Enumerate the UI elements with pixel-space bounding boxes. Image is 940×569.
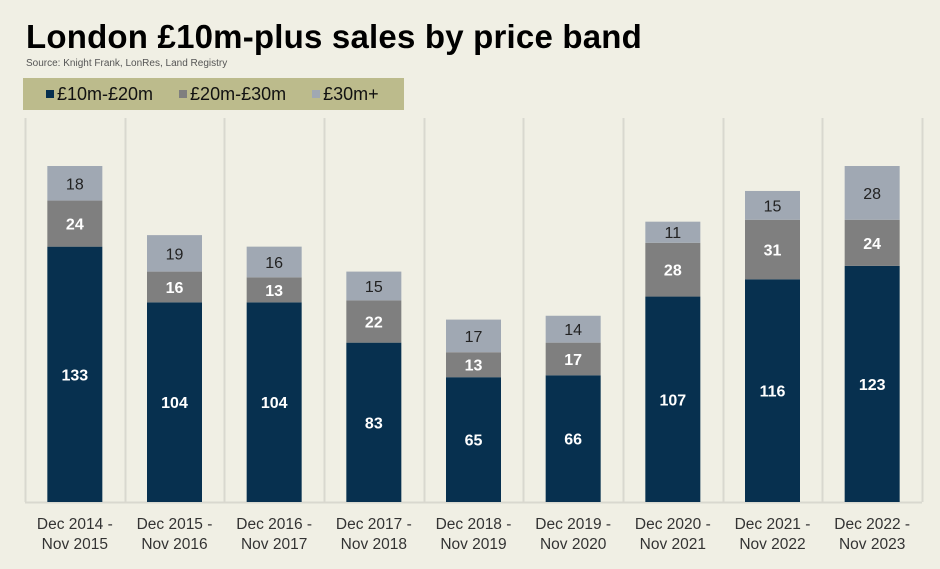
bar-segment xyxy=(446,377,501,502)
bar-segment xyxy=(246,302,302,502)
data-label: 18 xyxy=(66,176,84,193)
data-label: 65 xyxy=(465,433,483,450)
x-tick-label: Dec 2021 - xyxy=(735,516,811,533)
x-tick-label: Nov 2017 xyxy=(241,536,307,553)
legend-swatch xyxy=(312,90,321,98)
data-label: 15 xyxy=(365,279,383,296)
bar-segment xyxy=(645,221,701,243)
legend-swatch xyxy=(46,90,54,98)
x-tick-label: Dec 2016 - xyxy=(236,516,312,533)
bar-segment xyxy=(545,342,601,376)
data-label: 104 xyxy=(161,395,188,412)
bar-segment xyxy=(545,375,601,502)
data-label: 116 xyxy=(760,384,786,401)
data-label: 15 xyxy=(764,198,782,215)
bar-segment xyxy=(147,271,202,303)
data-label: 104 xyxy=(261,395,288,412)
legend-label: £30m+ xyxy=(323,83,379,104)
bar-segment xyxy=(147,235,202,272)
bar-segment xyxy=(645,242,701,297)
bar-segment xyxy=(246,246,302,278)
bar-segment xyxy=(844,166,900,220)
x-tick-label: Nov 2022 xyxy=(739,536,805,553)
bar-segment xyxy=(147,302,202,502)
legend-label: £10m-£20m xyxy=(57,83,154,104)
bar-segment xyxy=(446,319,501,353)
data-label: 31 xyxy=(764,243,782,260)
data-label: 19 xyxy=(166,246,184,263)
x-tick-label: Dec 2017 - xyxy=(336,516,412,533)
data-label: 28 xyxy=(664,263,682,280)
bar-segment xyxy=(844,265,900,502)
data-label: 66 xyxy=(564,432,582,449)
x-tick-label: Nov 2015 xyxy=(42,536,108,553)
x-tick-label: Nov 2016 xyxy=(141,536,207,553)
bar-segment xyxy=(346,271,402,301)
data-label: 24 xyxy=(66,217,84,234)
bar-segment xyxy=(844,219,900,266)
data-label: 16 xyxy=(265,255,283,272)
bar-segment xyxy=(545,315,601,343)
data-label: 83 xyxy=(365,415,383,432)
x-tick-label: Nov 2021 xyxy=(640,536,706,553)
data-label: 133 xyxy=(61,367,88,384)
data-label: 16 xyxy=(166,280,184,297)
legend: £10m-£20m £20m-£30m £30m+ xyxy=(23,78,404,110)
x-tick-label: Dec 2015 - xyxy=(137,516,213,533)
data-label: 11 xyxy=(665,225,682,242)
legend-item-10m-20m: £10m-£20m xyxy=(46,84,153,105)
bar-segment xyxy=(346,300,402,343)
data-label: 17 xyxy=(465,329,483,346)
legend-label: £20m-£30m xyxy=(190,83,287,104)
x-tick-label: Nov 2019 xyxy=(440,536,506,553)
data-label: 17 xyxy=(564,352,582,369)
legend-item-30m-plus: £30m+ xyxy=(312,84,379,105)
x-tick-label: Dec 2022 - xyxy=(834,516,910,533)
bar-segment xyxy=(47,200,103,247)
bar-segment xyxy=(745,279,800,502)
bar-segment xyxy=(745,219,800,280)
data-label: 123 xyxy=(859,377,886,394)
data-label: 107 xyxy=(659,392,686,409)
bar-segment xyxy=(47,246,103,502)
chart-source: Source: Knight Frank, LonRes, Land Regis… xyxy=(26,58,228,69)
bar-segment xyxy=(246,277,302,303)
x-tick-label: Dec 2019 - xyxy=(535,516,611,533)
data-label: 13 xyxy=(465,358,483,375)
x-tick-label: Nov 2023 xyxy=(839,536,905,553)
data-label: 24 xyxy=(863,236,881,253)
x-tick-label: Nov 2020 xyxy=(540,536,607,553)
bar-segment xyxy=(446,352,501,378)
legend-item-20m-30m: £20m-£30m xyxy=(179,84,286,105)
x-tick-label: Nov 2018 xyxy=(341,536,407,553)
data-label: 22 xyxy=(365,315,383,332)
bar-segment xyxy=(745,190,800,220)
data-label: 28 xyxy=(863,186,881,203)
bar-segment xyxy=(346,342,402,502)
data-label: 14 xyxy=(564,322,582,339)
x-tick-label: Dec 2018 - xyxy=(436,516,512,533)
x-tick-label: Dec 2014 - xyxy=(37,516,113,533)
bar-segment xyxy=(645,296,701,502)
bar-segment xyxy=(47,166,103,201)
chart-title: London £10m-plus sales by price band xyxy=(26,18,643,55)
legend-swatch xyxy=(179,90,188,98)
x-tick-label: Dec 2020 - xyxy=(635,516,711,533)
data-label: 13 xyxy=(265,283,283,300)
